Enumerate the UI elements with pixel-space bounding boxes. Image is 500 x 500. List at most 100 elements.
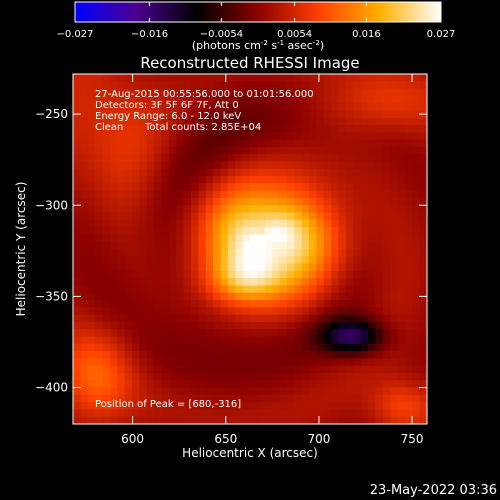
heatmap-cell bbox=[161, 183, 170, 192]
heatmap-cell bbox=[117, 88, 126, 97]
heatmap-cell bbox=[338, 314, 347, 323]
heatmap-cell bbox=[198, 103, 207, 112]
heatmap-cell bbox=[257, 168, 266, 177]
heatmap-cell bbox=[345, 358, 354, 367]
heatmap-cell bbox=[146, 270, 155, 279]
colorbar-tick-label: 0.027 bbox=[427, 29, 456, 40]
heatmap-cell bbox=[87, 416, 96, 424]
heatmap-cell bbox=[412, 161, 421, 170]
heatmap-cell bbox=[338, 234, 347, 243]
heatmap-cell bbox=[257, 270, 266, 279]
heatmap-cell bbox=[109, 190, 118, 199]
heatmap-cell bbox=[286, 219, 295, 228]
heatmap-cell bbox=[139, 256, 148, 265]
heatmap-cell bbox=[331, 300, 340, 308]
heatmap-cell bbox=[124, 132, 133, 141]
heatmap-cell bbox=[331, 154, 340, 163]
heatmap-cell bbox=[368, 256, 376, 265]
heatmap-cell bbox=[95, 270, 104, 279]
heatmap-cell bbox=[353, 205, 362, 214]
heatmap-cell bbox=[250, 88, 258, 97]
heatmap-cell bbox=[191, 256, 199, 265]
heatmap-cell bbox=[368, 394, 376, 403]
heatmap-cell bbox=[264, 372, 273, 381]
heatmap-cell bbox=[220, 168, 229, 177]
heatmap-cell bbox=[368, 307, 376, 316]
heatmap-cell bbox=[168, 249, 177, 257]
heatmap-cell bbox=[331, 321, 340, 330]
heatmap-cell bbox=[397, 365, 406, 374]
heatmap-cell bbox=[301, 234, 310, 243]
heatmap-cell bbox=[419, 212, 427, 221]
heatmap-cell bbox=[139, 139, 148, 148]
heatmap-cell bbox=[353, 263, 362, 272]
heatmap-cell bbox=[309, 81, 317, 90]
heatmap-cell bbox=[345, 285, 354, 294]
heatmap-cell bbox=[102, 329, 111, 338]
heatmap-cell bbox=[132, 278, 140, 287]
heatmap-cell bbox=[345, 117, 354, 126]
heatmap-cell bbox=[368, 197, 376, 206]
heatmap-cell bbox=[80, 263, 89, 272]
heatmap-cell bbox=[191, 387, 199, 396]
heatmap-cell bbox=[117, 190, 126, 199]
heatmap-cell bbox=[272, 278, 281, 287]
heatmap-cell bbox=[191, 139, 199, 148]
heatmap-cell bbox=[375, 263, 384, 272]
heatmap-cell bbox=[286, 329, 295, 338]
heatmap-cell bbox=[360, 139, 369, 148]
heatmap-cell bbox=[183, 139, 192, 148]
heatmap-cell bbox=[80, 168, 89, 177]
heatmap-cell bbox=[353, 146, 362, 155]
heatmap-cell bbox=[272, 205, 281, 214]
heatmap-cell bbox=[80, 227, 89, 236]
heatmap-cell bbox=[117, 219, 126, 228]
heatmap-cell bbox=[235, 197, 244, 206]
heatmap-cell bbox=[117, 256, 126, 265]
heatmap-cell bbox=[309, 161, 317, 170]
heatmap-cell bbox=[183, 394, 192, 403]
heatmap-cell bbox=[176, 241, 185, 250]
heatmap-cell bbox=[404, 110, 413, 119]
colorbar-ticks: −0.027 −0.016 −0.0054 0.0054 0.016 0.027 bbox=[56, 2, 455, 40]
heatmap-cell bbox=[95, 74, 104, 82]
heatmap-cell bbox=[146, 88, 155, 97]
heatmap-cell bbox=[117, 402, 126, 411]
heatmap-cell bbox=[87, 88, 96, 97]
heatmap-cell bbox=[213, 197, 222, 206]
heatmap-cell bbox=[191, 88, 199, 97]
heatmap-cell bbox=[191, 343, 199, 352]
heatmap-cell bbox=[360, 365, 369, 374]
heatmap-cell bbox=[117, 270, 126, 279]
heatmap-cell bbox=[176, 103, 185, 112]
heatmap-cell bbox=[368, 234, 376, 243]
heatmap-cell bbox=[412, 139, 421, 148]
heatmap-cell bbox=[205, 380, 214, 389]
heatmap-cell bbox=[412, 212, 421, 221]
heatmap-cell bbox=[309, 117, 317, 126]
heatmap-cell bbox=[294, 343, 303, 352]
heatmap-cell bbox=[132, 183, 140, 192]
heatmap-cell bbox=[168, 394, 177, 403]
heatmap-cell bbox=[87, 227, 96, 236]
heatmap-cell bbox=[146, 365, 155, 374]
heatmap-cell bbox=[331, 183, 340, 192]
heatmap-cell bbox=[235, 95, 244, 104]
heatmap-cell bbox=[272, 402, 281, 411]
heatmap-cell bbox=[397, 351, 406, 359]
heatmap-cell bbox=[80, 416, 89, 424]
heatmap-cell bbox=[286, 197, 295, 206]
heatmap-cell bbox=[87, 285, 96, 294]
heatmap-cell bbox=[205, 329, 214, 338]
heatmap-cell bbox=[80, 74, 89, 82]
heatmap-cell bbox=[294, 256, 303, 265]
heatmap-cell bbox=[102, 292, 111, 301]
heatmap-cell bbox=[109, 154, 118, 163]
heatmap-cell bbox=[286, 183, 295, 192]
heatmap-cell bbox=[360, 256, 369, 265]
heatmap-cell bbox=[279, 351, 288, 359]
heatmap-cell bbox=[382, 365, 391, 374]
heatmap-cell bbox=[213, 146, 222, 155]
heatmap-cell bbox=[272, 132, 281, 141]
heatmap-cell bbox=[213, 205, 222, 214]
